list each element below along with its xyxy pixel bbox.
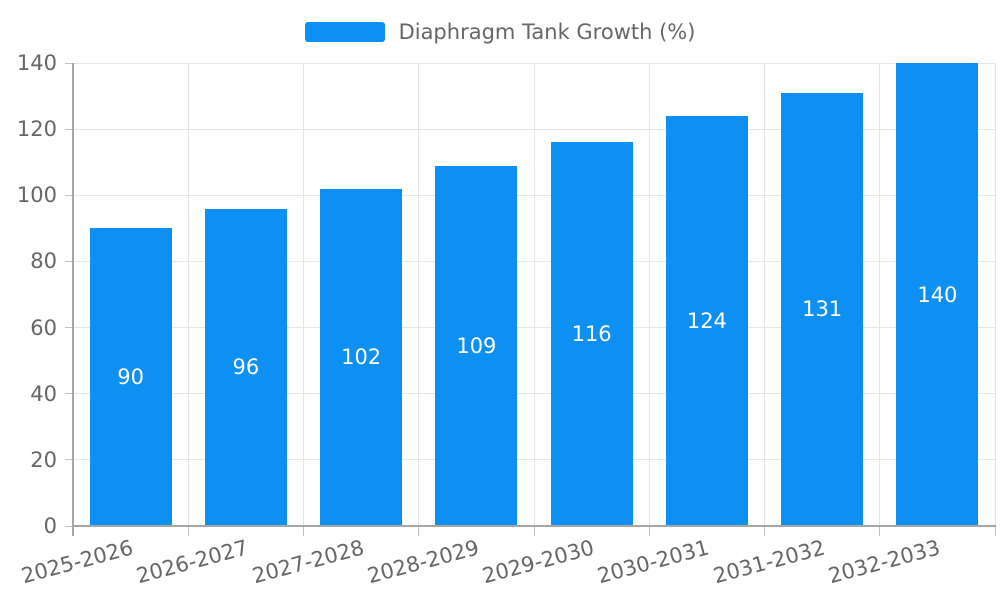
x-axis-label: 2026-2027 [134,535,251,589]
x-axis-label: 2031-2032 [710,535,828,589]
x-gridline [533,63,535,526]
bar[interactable]: 109 [435,165,518,526]
y-axis-line [71,63,74,536]
y-axis-label: 120 [16,117,57,142]
bar-value-label: 109 [456,333,497,358]
bar-value-label: 131 [802,297,843,322]
bar[interactable]: 116 [550,142,633,526]
bar[interactable]: 140 [896,63,979,526]
x-axis-tick [764,526,765,536]
x-axis-label: 2028-2029 [364,535,482,589]
bar-value-label: 124 [686,308,727,333]
x-axis-tick [994,526,996,536]
y-axis-tick [65,194,73,196]
x-axis-label: 2025-2026 [18,535,136,589]
bar-value-label: 140 [917,282,958,307]
y-axis-tick [65,260,73,262]
bar[interactable]: 90 [89,228,172,526]
y-axis-label: 140 [16,51,57,75]
y-axis-tick [65,525,73,527]
y-axis-label: 80 [30,249,57,274]
x-axis-tick [879,526,881,536]
bar[interactable]: 96 [204,208,287,526]
bar[interactable]: 124 [665,115,748,526]
bar-value-label: 96 [232,355,260,380]
y-axis-label: 100 [16,183,57,208]
y-axis-tick [65,459,73,461]
y-axis-tick [65,62,73,64]
bar-value-label: 90 [117,365,144,390]
x-axis-label: 2027-2028 [249,535,367,589]
bar-value-label: 102 [341,345,382,370]
x-axis-tick [648,526,650,536]
x-axis-label: 2030-2031 [595,535,712,589]
y-axis-label: 40 [30,381,57,406]
x-axis-tick [187,526,189,536]
x-axis-line [71,525,996,527]
y-axis-tick [65,393,73,395]
bar[interactable]: 131 [781,92,864,526]
x-axis-tick [418,526,420,536]
legend-label: Diaphragm Tank Growth (%) [398,20,696,44]
y-axis-label: 20 [30,447,57,472]
y-axis-tick [65,327,73,329]
bar[interactable]: 102 [320,188,403,526]
x-axis-label: 2032-2033 [825,535,943,589]
y-axis-tick [65,128,73,130]
x-axis-tick [533,526,535,536]
x-gridline [994,63,996,526]
x-axis-label: 2029-2030 [479,535,597,589]
bar-value-label: 116 [571,322,612,347]
x-axis-tick [303,526,304,536]
x-gridline [303,63,304,526]
legend-swatch [304,22,385,42]
legend[interactable]: Diaphragm Tank Growth (%) [0,20,1000,44]
y-axis-label: 60 [30,315,57,340]
x-gridline [187,63,189,526]
y-axis-label: 0 [43,514,57,538]
x-gridline [418,63,420,526]
x-gridline [648,63,650,526]
x-gridline [764,63,765,526]
x-gridline [879,63,881,526]
